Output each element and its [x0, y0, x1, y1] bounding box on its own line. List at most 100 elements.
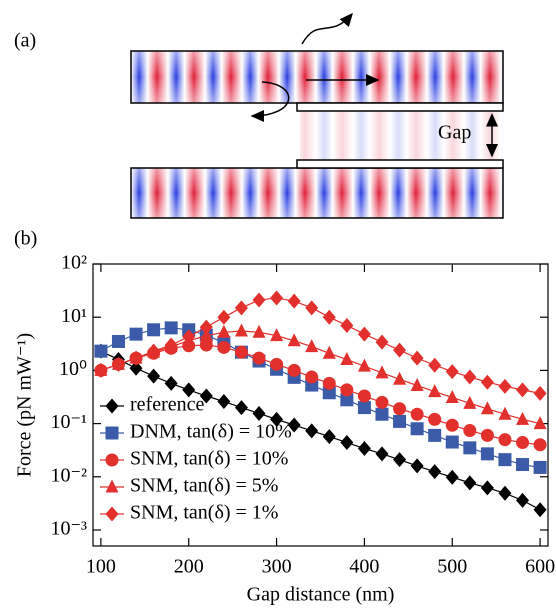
marker — [252, 405, 266, 421]
x-tick-label: 200 — [174, 556, 204, 578]
marker — [252, 324, 266, 338]
marker — [340, 317, 354, 333]
marker — [357, 326, 371, 342]
x-axis-label: Gap distance (nm) — [247, 584, 395, 606]
marker — [393, 452, 407, 468]
marker — [463, 424, 477, 438]
marker — [270, 357, 284, 371]
x-tick-label: 400 — [349, 556, 379, 578]
marker — [410, 458, 424, 474]
marker — [375, 365, 389, 379]
marker — [480, 428, 494, 442]
marker — [393, 402, 407, 416]
marker — [375, 334, 389, 350]
radiation-arrow — [301, 12, 353, 45]
marker — [445, 418, 459, 432]
marker — [305, 370, 319, 384]
marker — [111, 334, 125, 348]
marker — [147, 323, 161, 337]
marker — [375, 446, 389, 462]
marker — [428, 412, 442, 426]
marker — [463, 369, 477, 385]
marker — [322, 429, 336, 445]
legend-label: reference — [130, 394, 204, 416]
marker — [234, 300, 248, 316]
marker — [164, 375, 178, 391]
marker — [428, 384, 442, 398]
marker — [410, 422, 424, 436]
marker — [375, 395, 389, 409]
marker — [516, 492, 530, 508]
marker — [498, 378, 512, 394]
marker — [516, 458, 530, 472]
marker — [147, 343, 161, 359]
marker — [234, 400, 248, 416]
marker — [129, 350, 143, 366]
legend-label: SNM, tan(δ) = 1% — [130, 502, 278, 524]
marker — [129, 327, 143, 341]
marker — [111, 356, 125, 372]
marker — [463, 441, 477, 455]
marker — [217, 324, 231, 338]
diagram: (a) Gap (b) — [14, 12, 504, 250]
marker — [287, 293, 301, 309]
marker — [287, 333, 301, 347]
marker — [217, 309, 231, 325]
y-tick-label: 10⁰ — [59, 358, 87, 380]
marker — [340, 393, 354, 407]
reflection-arrow — [250, 81, 290, 122]
marker — [305, 339, 319, 353]
marker — [516, 382, 530, 398]
marker — [533, 502, 547, 518]
marker — [287, 363, 301, 377]
marker — [270, 290, 284, 306]
marker — [480, 480, 494, 496]
plot: 100 200 300 400 500 600 10⁻³ 10⁻² 10⁻¹ 10⁰ 10¹ 10² G… — [14, 252, 556, 606]
panel-label: (a) — [14, 30, 36, 52]
marker — [234, 323, 248, 337]
marker — [498, 406, 512, 420]
marker — [445, 435, 459, 449]
marker — [480, 447, 494, 461]
marker — [270, 328, 284, 342]
y-tick-label: 10⁻³ — [50, 518, 87, 540]
marker — [410, 407, 424, 421]
evanescent-field — [300, 111, 503, 160]
marker — [147, 368, 161, 384]
marker — [105, 398, 119, 414]
y-axis-label: Force (pN mW⁻¹) — [14, 333, 36, 477]
marker — [357, 389, 371, 403]
y-tick-label: 10¹ — [61, 305, 87, 327]
marker — [322, 345, 336, 359]
legend-label: DNM, tan(δ) = 10% — [130, 421, 292, 443]
marker — [533, 416, 547, 430]
marker — [340, 352, 354, 366]
marker — [445, 364, 459, 380]
marker — [516, 411, 530, 425]
marker — [533, 385, 547, 401]
legend-label: SNM, tan(δ) = 10% — [130, 448, 288, 470]
marker — [533, 438, 547, 452]
marker — [340, 435, 354, 451]
marker — [340, 383, 354, 397]
marker — [445, 389, 459, 403]
marker — [182, 382, 196, 398]
marker — [252, 292, 266, 308]
marker — [305, 423, 319, 439]
marker — [164, 321, 178, 335]
marker — [393, 414, 407, 428]
marker — [105, 426, 119, 440]
x-tick-label: 100 — [86, 556, 116, 578]
marker — [480, 374, 494, 390]
marker — [234, 345, 248, 359]
marker — [516, 436, 530, 450]
marker — [252, 351, 266, 365]
marker — [105, 453, 119, 467]
x-tick-label: 600 — [525, 556, 555, 578]
plot-frame — [92, 263, 549, 547]
slab-top — [296, 102, 504, 112]
x-tick-label: 300 — [262, 556, 292, 578]
marker — [287, 417, 301, 433]
marker — [270, 411, 284, 427]
